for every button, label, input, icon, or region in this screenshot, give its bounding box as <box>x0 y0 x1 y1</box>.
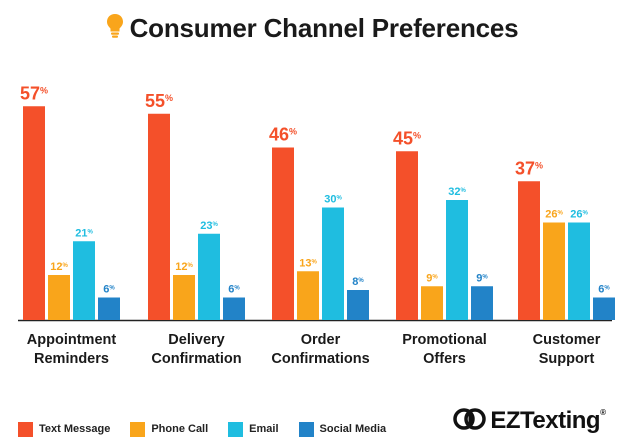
bar-email-0 <box>73 241 95 320</box>
legend-label-social-media: Social Media <box>319 423 387 435</box>
data-label-phone-call-3: 9% <box>426 272 438 284</box>
data-label-phone-call-0: 12% <box>50 261 68 273</box>
bar-social-media-3 <box>471 286 493 320</box>
brand-logo: EZTexting ® <box>453 404 606 438</box>
bar-email-4 <box>568 222 590 320</box>
legend-label-email: Email <box>249 423 279 435</box>
data-label-text-message-2: 46% <box>269 125 297 145</box>
category-label-0-line-1: Reminders <box>34 351 109 367</box>
bar-text-message-3 <box>396 151 418 320</box>
data-label-social-media-2: 8% <box>352 276 364 288</box>
bar-phone-call-4 <box>543 222 565 320</box>
data-label-social-media-4: 6% <box>598 284 610 296</box>
data-label-email-1: 23% <box>200 220 218 232</box>
data-label-email-3: 32% <box>448 186 466 198</box>
bar-email-3 <box>446 200 468 320</box>
legend-swatch-email <box>228 421 244 437</box>
legend-label-phone-call: Phone Call <box>151 423 209 435</box>
bar-text-message-2 <box>272 147 294 320</box>
bar-email-2 <box>322 207 344 320</box>
category-label-2-line-0: Order <box>301 332 341 348</box>
bar-phone-call-2 <box>297 271 319 320</box>
category-label-0-line-0: Appointment <box>27 332 117 348</box>
data-label-email-2: 30% <box>324 194 342 206</box>
category-label-1-line-1: Confirmation <box>151 351 241 367</box>
category-label-4-line-0: Customer <box>533 332 601 348</box>
lightbulb-icon <box>106 13 124 44</box>
data-label-social-media-3: 9% <box>476 272 488 284</box>
bar-social-media-0 <box>98 297 120 320</box>
category-label-3-line-1: Offers <box>423 351 466 367</box>
bar-phone-call-3 <box>421 286 443 320</box>
category-label-1-line-0: Delivery <box>168 332 224 348</box>
legend-swatch-social-media <box>298 421 314 437</box>
category-label-4-line-1: Support <box>539 351 595 367</box>
category-label-3-line-0: Promotional <box>402 332 487 348</box>
category-label-2-line-1: Confirmations <box>271 351 369 367</box>
bar-social-media-4 <box>593 297 615 320</box>
bar-text-message-1 <box>148 113 170 320</box>
data-label-text-message-4: 37% <box>515 158 543 178</box>
legend: Text Message Phone Call Email Social Med… <box>18 418 406 440</box>
bar-phone-call-0 <box>48 275 70 320</box>
legend-item-email: Email <box>228 421 279 437</box>
bar-email-1 <box>198 233 220 320</box>
bar-phone-call-1 <box>173 275 195 320</box>
bar-social-media-1 <box>223 297 245 320</box>
legend-swatch-phone-call <box>130 421 146 437</box>
bar-text-message-4 <box>518 181 540 320</box>
chart-title-bar: Consumer Channel Preferences <box>0 8 624 48</box>
legend-item-text-message: Text Message <box>18 421 111 437</box>
bar-social-media-2 <box>347 290 369 320</box>
data-label-social-media-0: 6% <box>103 284 115 296</box>
data-label-text-message-3: 45% <box>393 128 421 148</box>
legend-item-social-media: Social Media <box>298 421 387 437</box>
data-label-email-4: 26% <box>570 209 588 221</box>
legend-label-text-message: Text Message <box>39 423 111 435</box>
data-label-text-message-1: 55% <box>145 91 173 111</box>
eztexting-logo-icon <box>453 406 487 437</box>
data-label-phone-call-4: 26% <box>545 209 563 221</box>
data-label-email-0: 21% <box>75 227 93 239</box>
bar-text-message-0 <box>23 106 45 320</box>
data-label-text-message-0: 57% <box>20 83 48 103</box>
legend-swatch-text-message <box>18 421 33 437</box>
brand-name: EZTexting <box>490 407 601 434</box>
data-label-phone-call-2: 13% <box>299 257 317 269</box>
legend-item-phone-call: Phone Call <box>130 421 209 437</box>
chart-title: Consumer Channel Preferences <box>129 12 519 43</box>
brand-registered-mark: ® <box>600 408 606 417</box>
data-label-phone-call-1: 12% <box>175 261 193 273</box>
data-label-social-media-1: 6% <box>228 284 240 296</box>
